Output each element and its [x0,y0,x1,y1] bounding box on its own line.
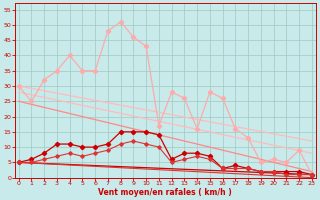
X-axis label: Vent moyen/en rafales ( km/h ): Vent moyen/en rafales ( km/h ) [98,188,232,197]
